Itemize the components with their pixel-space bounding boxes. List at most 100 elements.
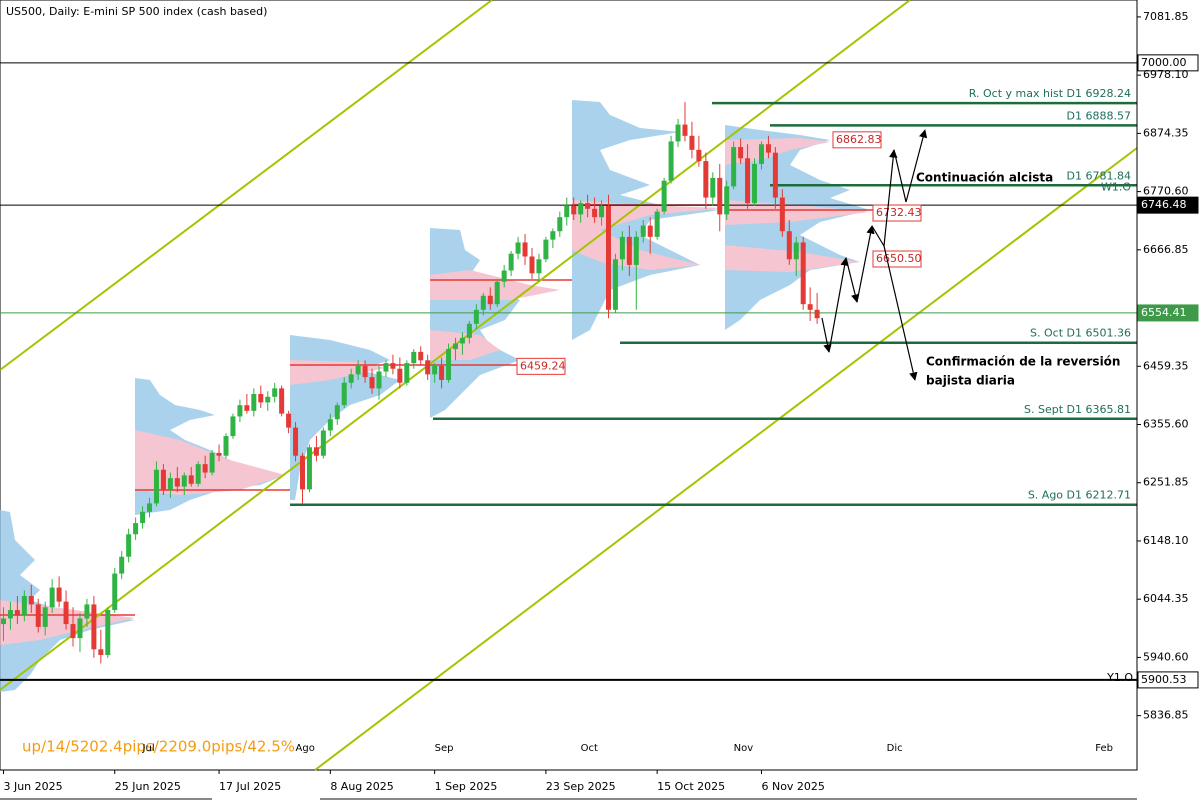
candle-body xyxy=(633,236,639,265)
candle-body xyxy=(807,304,813,310)
price-box xyxy=(1137,671,1199,689)
candle-body xyxy=(91,604,97,650)
candle-body xyxy=(348,374,354,383)
candle-body xyxy=(112,573,118,611)
candle-body xyxy=(251,393,257,411)
candle-body xyxy=(786,231,792,260)
candle-body xyxy=(42,607,48,627)
candle-body xyxy=(300,455,306,490)
price-box-label: 5900.53 xyxy=(1141,673,1187,686)
price-box-label: 6746.48 xyxy=(1141,198,1187,211)
x-tick-label: 15 Oct 2025 xyxy=(657,780,725,793)
candle-body xyxy=(98,649,104,655)
y-tick-label: 6459.35 xyxy=(1143,359,1189,372)
candle-body xyxy=(661,180,667,212)
candle-body xyxy=(508,253,514,271)
candle-body xyxy=(313,447,319,456)
candle-body xyxy=(279,388,285,414)
candle-body xyxy=(738,147,744,159)
candle-body xyxy=(605,205,611,310)
level-label: R. Oct y max hist D1 6928.24 xyxy=(969,87,1131,100)
candle-body xyxy=(272,388,278,397)
candle-body xyxy=(390,363,396,369)
candle-body xyxy=(612,259,618,310)
candle-body xyxy=(216,452,222,456)
candle-body xyxy=(550,231,556,240)
y-tick-label: 6251.85 xyxy=(1143,476,1189,489)
candle-body xyxy=(564,205,570,218)
price-box xyxy=(1137,54,1199,72)
candle-body xyxy=(501,270,507,282)
y-tick-label: 6148.10 xyxy=(1143,534,1189,547)
poc-label: 6650.50 xyxy=(876,252,922,265)
candle-body xyxy=(682,124,688,136)
annotation: bajista diaria xyxy=(926,374,1015,388)
candle-body xyxy=(341,382,347,406)
annotation: Confirmación de la reversión xyxy=(926,355,1120,369)
candle-body xyxy=(174,478,180,487)
candle-body xyxy=(452,343,458,350)
y-tick-label: 6044.35 xyxy=(1143,592,1189,605)
candle-body xyxy=(578,203,584,215)
price-box-label: 7000.00 xyxy=(1141,56,1187,69)
candle-body xyxy=(779,197,785,232)
candle-body xyxy=(209,452,215,473)
candle-body xyxy=(258,393,264,403)
y-tick-label: 7081.85 xyxy=(1143,10,1189,23)
month-label: Sep xyxy=(435,743,454,754)
candle-body xyxy=(571,205,577,215)
x-tick-label: 3 Jun 2025 xyxy=(3,780,62,793)
candle-body xyxy=(306,447,312,490)
candle-body xyxy=(772,152,778,198)
poc-box xyxy=(832,131,882,149)
candle-body xyxy=(63,601,69,625)
candle-body xyxy=(689,135,695,150)
y-tick-label: 6770.60 xyxy=(1143,185,1189,198)
candle-body xyxy=(181,475,187,487)
candle-body xyxy=(515,242,521,254)
candle-body xyxy=(376,371,382,389)
x-tick-label: 23 Sep 2025 xyxy=(546,780,616,793)
candle-body xyxy=(522,242,528,257)
candle-body xyxy=(230,416,236,437)
price-box-label: 6554.41 xyxy=(1141,306,1187,319)
candle-body xyxy=(35,604,41,627)
poc-box xyxy=(872,250,922,268)
y-tick-label: 6978.10 xyxy=(1143,68,1189,81)
candle-body xyxy=(237,405,243,417)
candle-body xyxy=(459,337,465,344)
candle-body xyxy=(160,469,166,490)
poc-label: 6862.83 xyxy=(836,133,882,146)
candle-body xyxy=(717,177,723,215)
candle-body xyxy=(585,203,591,209)
candle-body xyxy=(529,256,535,274)
annotation: Continuación alcista xyxy=(916,171,1053,185)
stats-label: up/14/5202.4pips/2209.0pips/42.5% xyxy=(22,738,295,756)
candle-body xyxy=(286,413,292,428)
candle-body xyxy=(765,144,771,153)
level-label: S. Ago D1 6212.71 xyxy=(1028,489,1131,502)
candle-body xyxy=(425,360,431,375)
month-label: Jul xyxy=(142,743,155,754)
candle-body xyxy=(320,430,326,456)
candle-body xyxy=(140,511,146,524)
candle-body xyxy=(473,309,479,324)
candle-body xyxy=(668,141,674,181)
candles xyxy=(0,102,820,664)
candle-body xyxy=(84,604,90,619)
candle-body xyxy=(466,323,472,338)
y-tick-label: 6874.35 xyxy=(1143,126,1189,139)
candle-body xyxy=(696,149,702,162)
candle-body xyxy=(710,177,716,198)
candle-body xyxy=(334,405,340,420)
candle-body xyxy=(592,208,598,218)
level-tag: W1.O xyxy=(1101,180,1131,193)
candle-body xyxy=(397,368,403,383)
candle-body xyxy=(188,475,194,484)
level-tag: Y1.O xyxy=(1106,671,1133,684)
candle-body xyxy=(21,596,27,616)
month-label: Ago xyxy=(296,743,315,754)
candle-body xyxy=(432,365,438,375)
candle-body xyxy=(752,163,758,204)
